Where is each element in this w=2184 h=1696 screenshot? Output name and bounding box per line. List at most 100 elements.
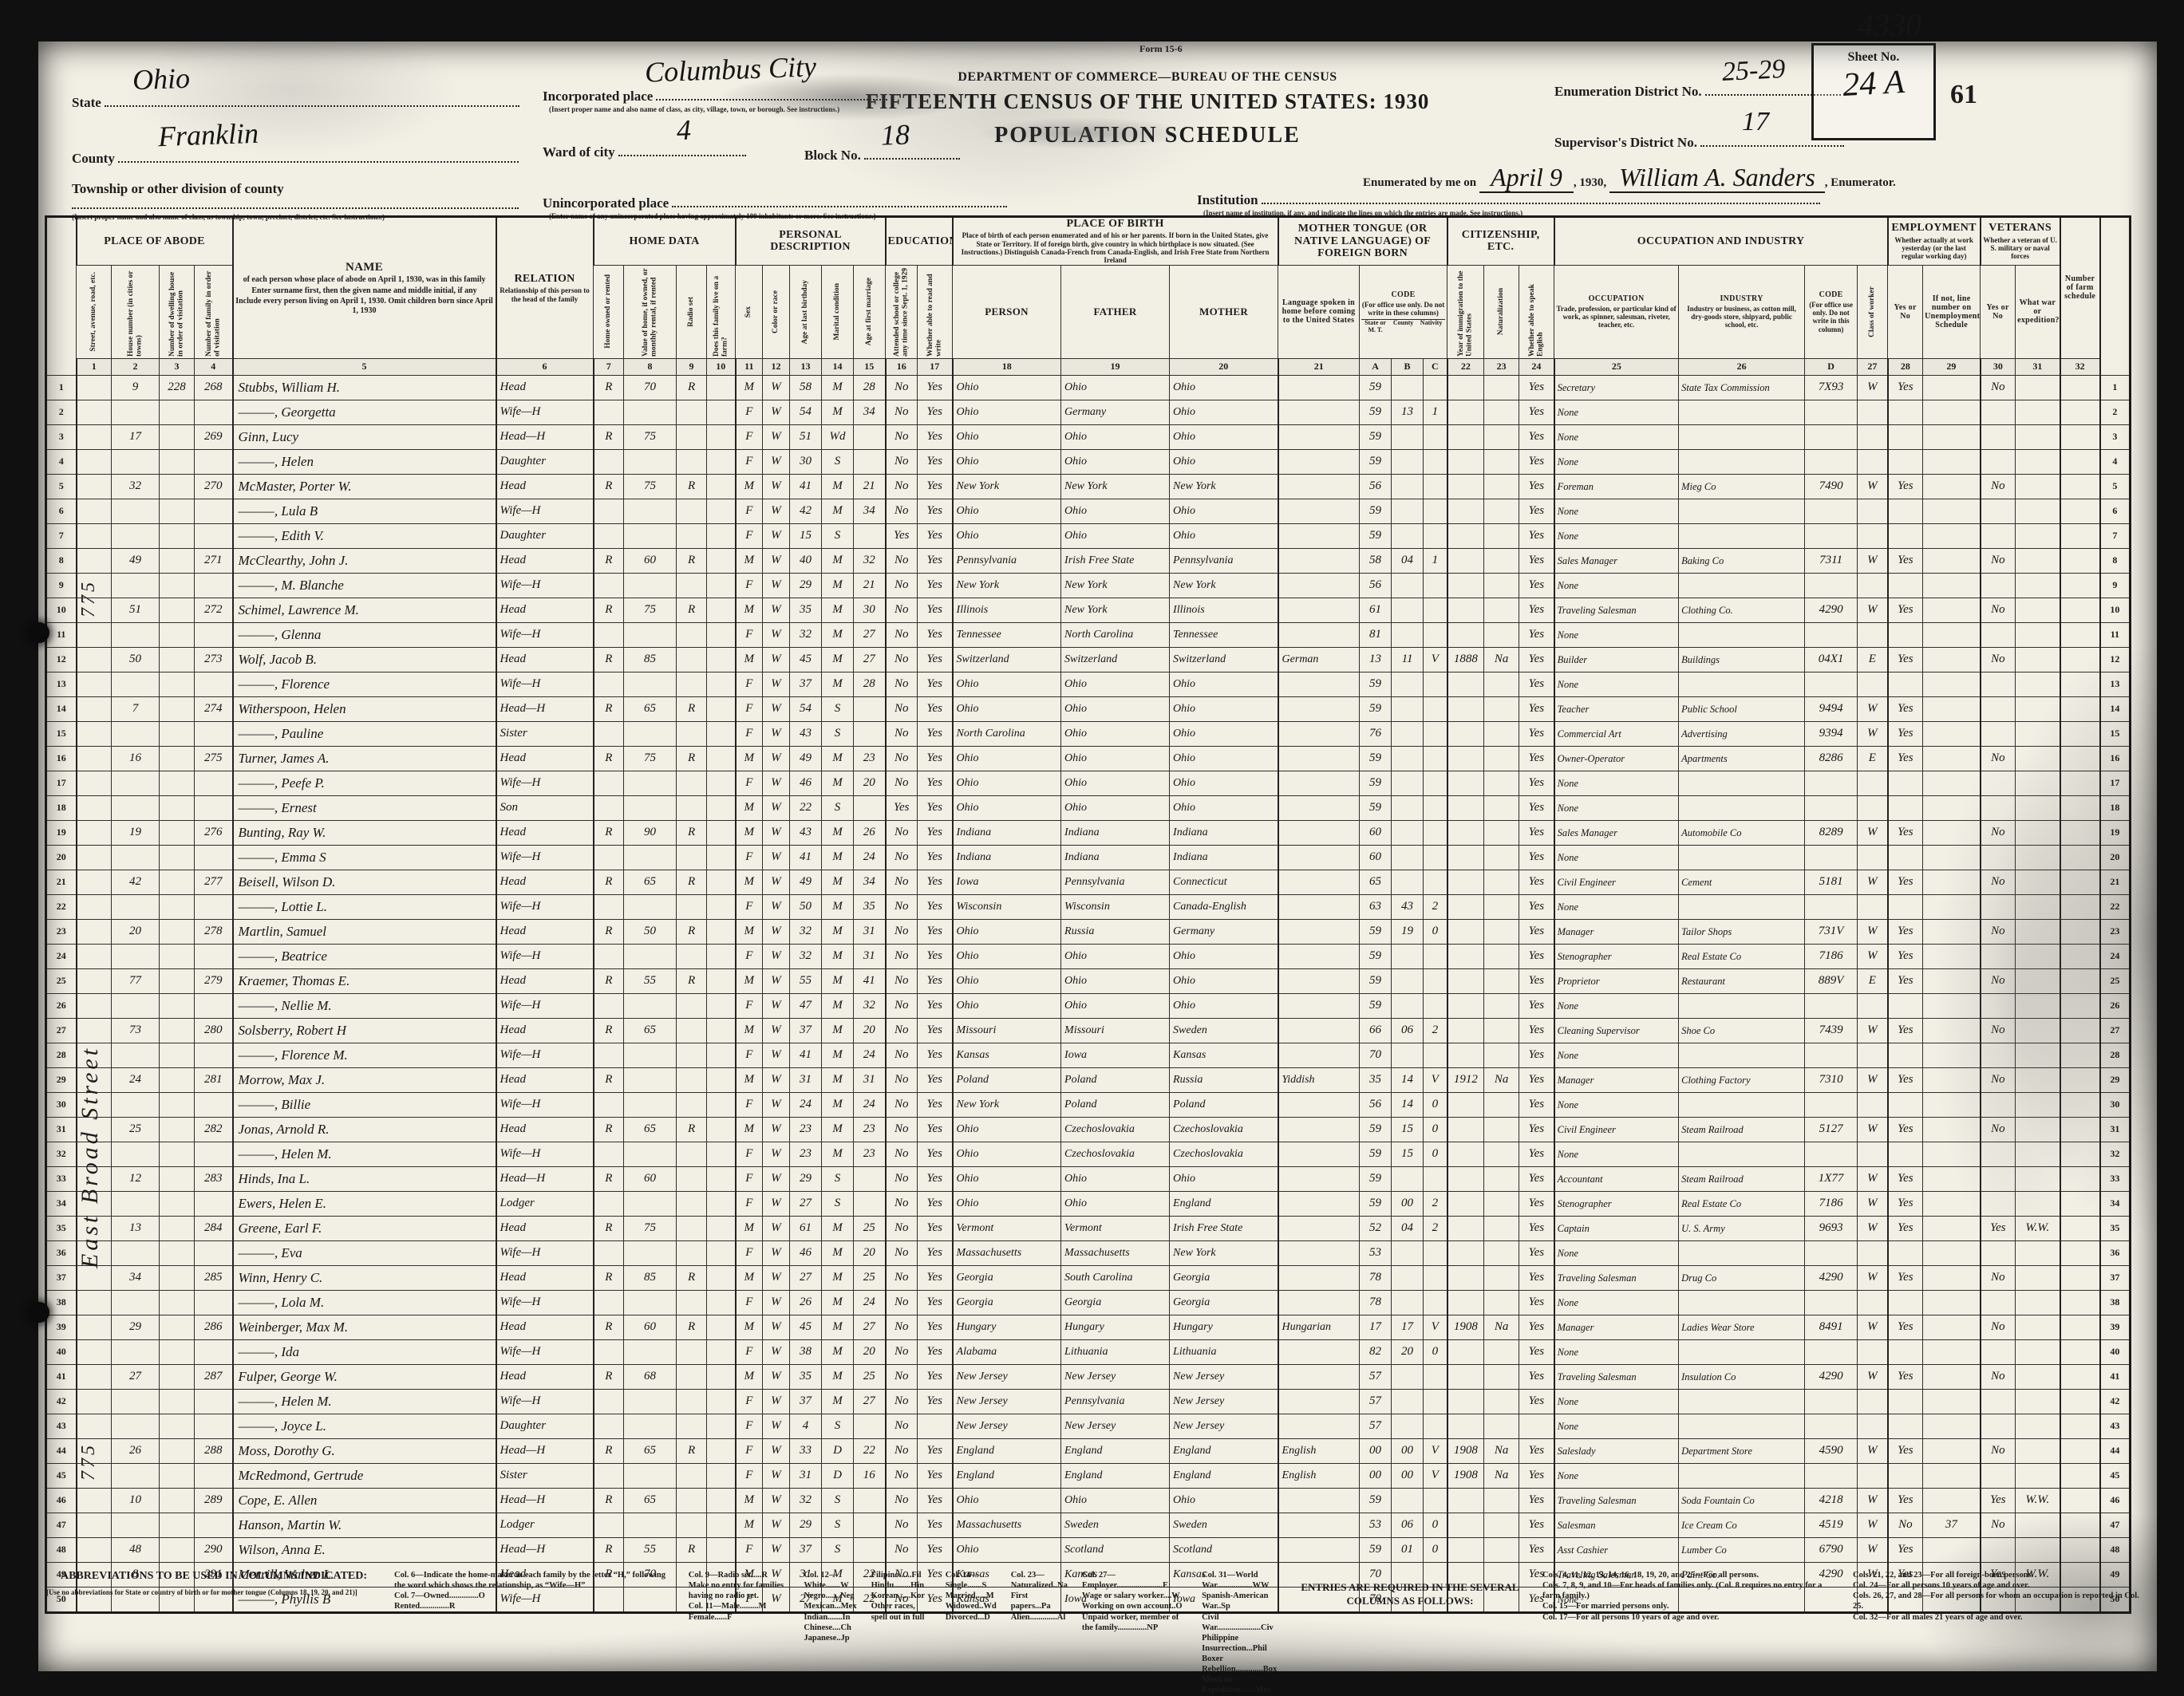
cell-line-number: 19 [2099,819,2131,846]
cell-age-first-marriage [853,523,887,549]
cell-attended-school: No [884,1487,918,1513]
cell-veteran [1979,1289,2016,1315]
cell-line-number: 34 [45,1190,77,1217]
column-number: 6 [495,357,594,376]
cell-worked-yesterday: Yes [1886,547,1924,574]
cell-street [75,424,112,450]
cell-attended-school: No [884,918,918,945]
cell-code-b: 14 [1391,1067,1424,1093]
cell-line-number: 22 [2099,893,2131,920]
cell-unemployment-line [1922,745,1981,771]
cell-farm [706,671,737,697]
cell-age: 22 [789,795,823,821]
cell-class-of-worker: W [1857,869,1889,895]
cell-birthplace-mother: Sweden [1169,1512,1279,1538]
cell-home-value: 75 [623,1215,677,1241]
cell-industry: Insulation Co [1678,1363,1806,1390]
cell-immigration-year [1446,374,1485,400]
cell-birthplace-mother: Ohio [1169,448,1279,475]
cell-farm [706,1264,737,1291]
abbreviation-column: Col. 12—White.......W Negro.......Neg Mexi… [804,1571,857,1643]
cell-naturalization [1483,1240,1520,1266]
cell-age-first-marriage: 31 [853,1067,887,1093]
cell-birthplace-mother: Ohio [1169,498,1279,524]
cell-line-number: 8 [45,547,77,574]
cell-war-or-expedition [2015,1413,2061,1439]
cell-veteran [1979,1190,2016,1217]
table-row: 27 73 280 Solsberry, Robert H Head R 65 M W 37 M 20… [45,1017,2131,1043]
cell-occupation-code [1804,1240,1858,1266]
cell-name: Greene, Earl F. [231,1215,497,1241]
cell-relation: Head [495,597,594,623]
cell-immigration-year [1446,1091,1485,1118]
cell-tenure [592,720,625,747]
column-number: 27 [1857,357,1889,376]
cell-house-number [111,1388,160,1414]
column-number: 26 [1678,357,1806,376]
cell-mother-tongue [1277,399,1361,425]
column-number: 11 [734,357,764,376]
cell-mother-tongue [1277,1388,1361,1414]
cell-farm-schedule [2059,523,2101,549]
cell-unemployment-line [1922,597,1981,623]
column-number: 8 [623,357,677,376]
cell-line-number: 32 [45,1141,77,1167]
cell-industry [1678,1042,1806,1068]
cell-age-first-marriage: 32 [853,992,887,1019]
cell-industry [1678,1091,1806,1118]
cell-read-write: Yes [917,374,954,400]
cell-age: 50 [789,893,823,920]
cell-mother-tongue [1277,1116,1361,1142]
cell-naturalization [1483,473,1520,499]
cell-code-b: 11 [1391,646,1424,672]
column-number: 7 [592,357,625,376]
cell-class-of-worker [1857,1388,1889,1414]
cell-line-number: 40 [45,1339,77,1365]
cell-code-c [1423,671,1448,697]
cell-relation: Head—H [495,696,594,722]
cell-color-race: W [762,968,791,994]
cell-name: Wilson, Anna E. [231,1536,497,1563]
cell-code-b: 14 [1391,1091,1424,1118]
cell-house-number [111,498,160,524]
cell-radio-set [676,943,708,969]
cell-family-number: 278 [193,918,234,945]
cell-code-a: 60 [1359,844,1392,870]
cell-read-write: Yes [917,869,954,895]
cell-house-number [111,1042,160,1068]
cell-worked-yesterday [1886,498,1924,524]
cell-industry [1678,498,1806,524]
column-number: 9 [676,357,708,376]
cell-mother-tongue [1277,918,1361,945]
cell-code-c [1423,1586,1448,1613]
state-value: Ohio [132,61,191,97]
cell-house-number [111,1289,160,1315]
cell-code-c: 0 [1423,1141,1448,1167]
cell-sex: F [734,1091,764,1118]
cell-farm [706,1017,737,1043]
cell-street [75,869,112,895]
table-row: 47 Hanson, Martin W. Lodger M W 29 S No Yes Massa… [45,1512,2131,1538]
table-row: 2 ———, Georgetta Wife—H F W 54 M 34 No Yes Ohio Ger… [45,399,2131,425]
cell-industry: Ladies Wear Store [1678,1314,1806,1340]
column-number: D [1804,357,1858,376]
page-number: 61 [1950,80,1977,109]
cell-birthplace-person: Kansas [951,1042,1062,1068]
cell-home-value [623,399,677,425]
cell-mother-tongue [1277,1166,1361,1192]
cell-code-a: 53 [1359,1512,1392,1538]
cell-immigration-year [1446,424,1485,450]
cell-war-or-expedition [2015,869,2061,895]
cell-birthplace-mother: Georgia [1169,1264,1279,1291]
cell-veteran [1979,621,2016,648]
cell-speaks-english: Yes [1519,399,1555,425]
entries-title-block: ENTRIES ARE REQUIRED IN THE SEVERAL COLU… [1301,1581,1519,1607]
cell-tenure [592,1289,625,1315]
cell-birthplace-father: Ohio [1060,992,1171,1019]
cell-relation: Wife—H [495,1586,594,1613]
cell-relation: Wife—H [495,671,594,697]
cell-name: Beisell, Wilson D. [231,869,497,895]
cell-occupation-code [1804,1339,1858,1365]
cell-worked-yesterday: Yes [1886,646,1924,672]
cell-marital-condition: M [821,671,855,697]
